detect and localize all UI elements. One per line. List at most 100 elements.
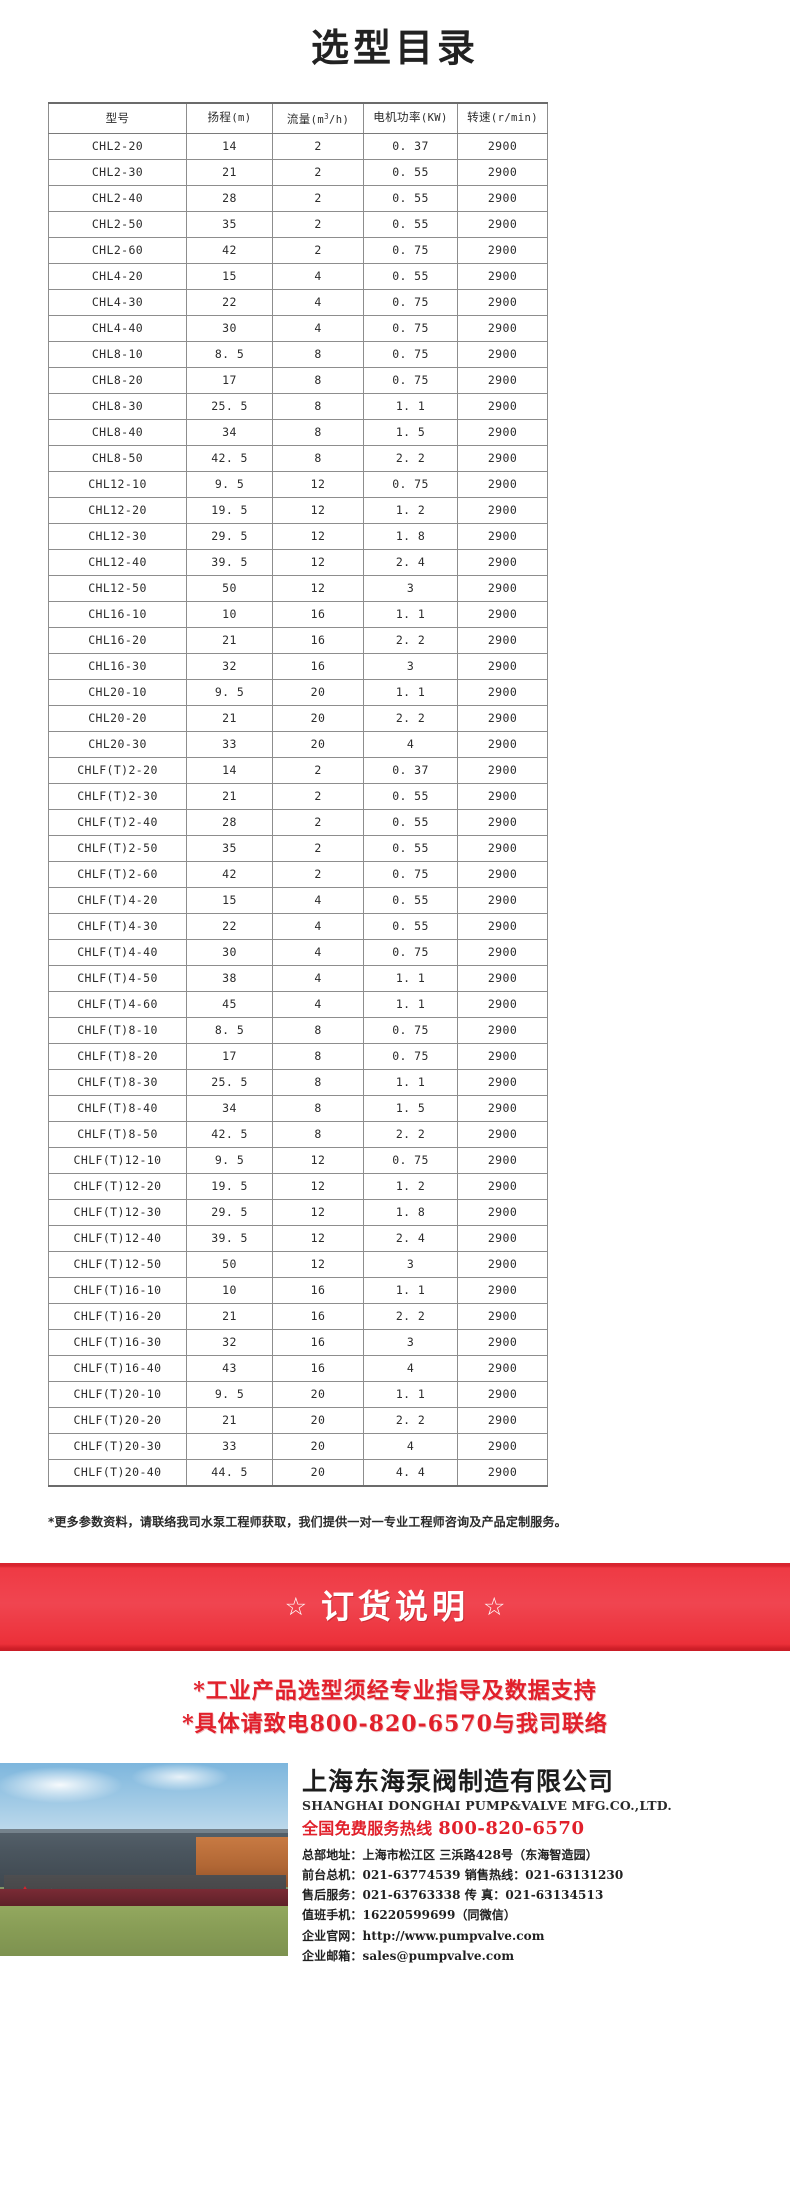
table-cell-power: 0. 55 bbox=[363, 158, 458, 186]
table-cell-head: 50 bbox=[186, 1250, 273, 1278]
table-cell-head: 28 bbox=[186, 808, 273, 836]
table-row: CHLF(T)2-30 21 2 0. 55 2900 bbox=[48, 782, 548, 810]
contact-row: 总部地址：上海市松江区 三浜路428号（东海智造园） bbox=[302, 1847, 598, 1862]
table-cell-model: CHL12-20 bbox=[48, 496, 187, 524]
banner-content: ☆ 订货说明 ☆ bbox=[285, 1590, 506, 1623]
table-cell-head: 25. 5 bbox=[186, 392, 273, 420]
table-cell-power: 1. 1 bbox=[363, 990, 458, 1018]
table-cell-flow: 12 bbox=[272, 1198, 364, 1226]
table-row: CHL2-20 14 2 0. 37 2900 bbox=[48, 132, 548, 160]
table-cell-flow: 12 bbox=[272, 1172, 364, 1200]
table-cell-model: CHLF(T)12-40 bbox=[48, 1224, 187, 1252]
table-cell-flow: 12 bbox=[272, 522, 364, 550]
table-cell-power: 0. 75 bbox=[363, 470, 458, 498]
table-cell-flow: 16 bbox=[272, 1276, 364, 1304]
table-cell-speed: 2900 bbox=[457, 1432, 548, 1460]
column-header-model-label: 型号 bbox=[105, 110, 130, 125]
table-cell-power: 1. 1 bbox=[363, 964, 458, 992]
table-cell-model: CHLF(T)8-40 bbox=[48, 1094, 187, 1122]
table-cell-head: 21 bbox=[186, 626, 273, 654]
table-cell-head: 30 bbox=[186, 314, 273, 342]
table-cell-speed: 2900 bbox=[457, 600, 548, 628]
table-row: CHLF(T)2-60 42 2 0. 75 2900 bbox=[48, 860, 548, 888]
table-cell-speed: 2900 bbox=[457, 860, 548, 888]
table-cell-power: 0. 75 bbox=[363, 236, 458, 264]
table-cell-power: 3 bbox=[363, 1250, 458, 1278]
table-cell-flow: 4 bbox=[272, 912, 364, 940]
table-cell-head: 21 bbox=[186, 704, 273, 732]
catalog-page: 选型目录 型号 扬程(m) 流量(m3/h) 电机功率(KW) bbox=[0, 26, 790, 1963]
table-cell-flow: 4 bbox=[272, 938, 364, 966]
table-cell-speed: 2900 bbox=[457, 834, 548, 862]
table-cell-power: 1. 5 bbox=[363, 418, 458, 446]
table-cell-speed: 2900 bbox=[457, 964, 548, 992]
table-row: CHLF(T)20-20 21 20 2. 2 2900 bbox=[48, 1406, 548, 1434]
table-cell-head: 19. 5 bbox=[186, 496, 273, 524]
table-cell-speed: 2900 bbox=[457, 522, 548, 550]
table-cell-speed: 2900 bbox=[457, 1328, 548, 1356]
table-cell-model: CHLF(T)8-30 bbox=[48, 1068, 187, 1096]
table-cell-flow: 8 bbox=[272, 1068, 364, 1096]
photo-building-roof bbox=[0, 1829, 288, 1834]
table-cell-model: CHLF(T)20-30 bbox=[48, 1432, 187, 1460]
table-cell-power: 0. 75 bbox=[363, 860, 458, 888]
column-header-flow: 流量(m3/h) bbox=[272, 101, 364, 134]
table-cell-flow: 4 bbox=[272, 964, 364, 992]
table-cell-model: CHLF(T)20-10 bbox=[48, 1380, 187, 1408]
table-cell-flow: 8 bbox=[272, 1016, 364, 1044]
table-cell-power: 0. 55 bbox=[363, 834, 458, 862]
table-header: 型号 扬程(m) 流量(m3/h) 电机功率(KW) 转速(r/min) bbox=[48, 101, 548, 134]
table-cell-flow: 12 bbox=[272, 574, 364, 602]
table-row: CHL12-30 29. 5 12 1. 8 2900 bbox=[48, 522, 548, 550]
table-cell-speed: 2900 bbox=[457, 782, 548, 810]
table-row: CHLF(T)12-20 19. 5 12 1. 2 2900 bbox=[48, 1172, 548, 1200]
table-row: CHL2-30 21 2 0. 55 2900 bbox=[48, 158, 548, 186]
table-cell-model: CHL8-40 bbox=[48, 418, 187, 446]
column-header-speed-label: 转速 bbox=[467, 110, 491, 125]
table-cell-head: 10 bbox=[186, 1276, 273, 1304]
table-cell-speed: 2900 bbox=[457, 938, 548, 966]
table-cell-flow: 20 bbox=[272, 1406, 364, 1434]
table-cell-head: 39. 5 bbox=[186, 1224, 273, 1252]
table-cell-model: CHLF(T)4-20 bbox=[48, 886, 187, 914]
table-cell-flow: 12 bbox=[272, 1250, 364, 1278]
table-cell-speed: 2900 bbox=[457, 1406, 548, 1434]
contact-row: 企业邮箱：sales@pumpvalve.com bbox=[302, 1948, 515, 1963]
column-header-power: 电机功率(KW) bbox=[363, 101, 458, 134]
table-cell-model: CHL2-30 bbox=[48, 158, 187, 186]
table-cell-power: 1. 5 bbox=[363, 1094, 458, 1122]
table-cell-speed: 2900 bbox=[457, 678, 548, 706]
table-cell-power: 1. 1 bbox=[363, 678, 458, 706]
table-row: CHL4-40 30 4 0. 75 2900 bbox=[48, 314, 548, 342]
table-cell-power: 0. 75 bbox=[363, 288, 458, 316]
table-row: CHLF(T)2-20 14 2 0. 37 2900 bbox=[48, 756, 548, 784]
table-header-row: 型号 扬程(m) 流量(m3/h) 电机功率(KW) 转速(r/min) bbox=[48, 101, 548, 134]
table-cell-power: 1. 2 bbox=[363, 1172, 458, 1200]
table-cell-head: 21 bbox=[186, 1406, 273, 1434]
table-cell-power: 2. 2 bbox=[363, 444, 458, 472]
table-cell-power: 1. 1 bbox=[363, 600, 458, 628]
table-row: CHLF(T)2-50 35 2 0. 55 2900 bbox=[48, 834, 548, 862]
table-cell-flow: 20 bbox=[272, 1432, 364, 1460]
table-cell-speed: 2900 bbox=[457, 1094, 548, 1122]
table-cell-power: 2. 4 bbox=[363, 548, 458, 576]
company-footer: 东海智造园 上海东海泵阀制造有限公司 SHANGHAI DONGHAI PUMP… bbox=[0, 1763, 790, 1963]
hotline-number[interactable]: 800-820-6570 bbox=[438, 1818, 585, 1840]
table-row: CHL20-10 9. 5 20 1. 1 2900 bbox=[48, 678, 548, 706]
table-cell-power: 2. 2 bbox=[363, 1406, 458, 1434]
table-cell-flow: 20 bbox=[272, 678, 364, 706]
table-row: CHL8-50 42. 5 8 2. 2 2900 bbox=[48, 444, 548, 472]
table-cell-speed: 2900 bbox=[457, 1458, 548, 1487]
table-cell-power: 0. 55 bbox=[363, 912, 458, 940]
table-cell-speed: 2900 bbox=[457, 1380, 548, 1408]
table-cell-flow: 8 bbox=[272, 1042, 364, 1070]
contact-row: 前台总机：021-63774539 销售热线：021-63131230 bbox=[302, 1868, 624, 1883]
table-row: CHLF(T)16-20 21 16 2. 2 2900 bbox=[48, 1302, 548, 1330]
table-cell-head: 35 bbox=[186, 210, 273, 238]
table-cell-speed: 2900 bbox=[457, 314, 548, 342]
table-row: CHL20-30 33 20 4 2900 bbox=[48, 730, 548, 758]
table-cell-speed: 2900 bbox=[457, 340, 548, 368]
table-cell-speed: 2900 bbox=[457, 1016, 548, 1044]
table-cell-power: 3 bbox=[363, 574, 458, 602]
table-cell-speed: 2900 bbox=[457, 1042, 548, 1070]
